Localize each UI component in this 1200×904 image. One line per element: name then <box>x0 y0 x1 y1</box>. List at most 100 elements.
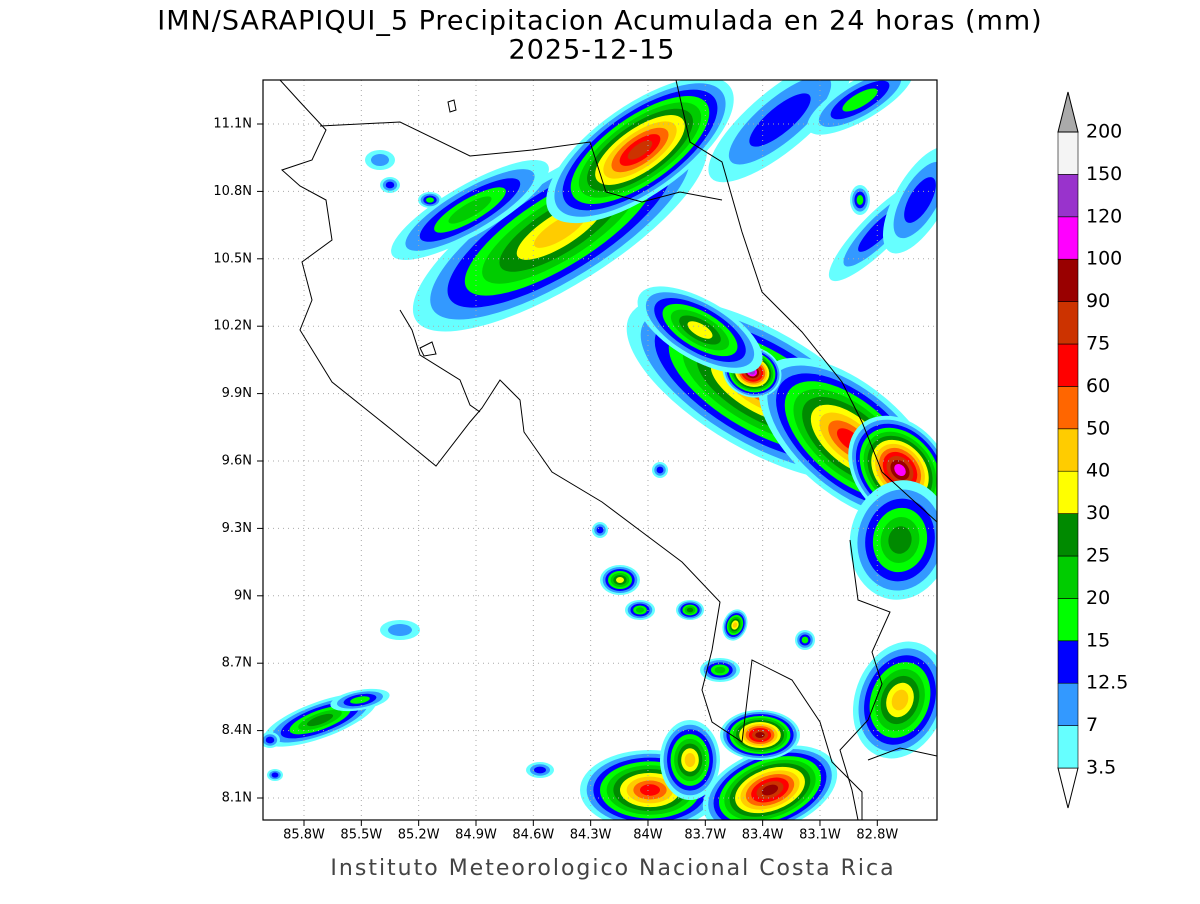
lon-tick-label: 85.2W <box>398 828 440 843</box>
colorbar-label: 150 <box>1086 163 1122 185</box>
date: 2025-12-15 <box>509 35 676 66</box>
lon-tick-label: 83.4W <box>742 828 784 843</box>
precip-contour <box>350 696 370 704</box>
precip-contour <box>616 577 624 583</box>
precip-contour <box>426 197 434 203</box>
precip-contour <box>687 321 713 339</box>
colorbar-box <box>1057 131 1079 175</box>
colorbar-box <box>1057 258 1079 302</box>
colorbar-label: 100 <box>1086 248 1122 270</box>
colorbar: 3.5 7 12.5 15 20 25 30 40 50 60 75 90 100 120 150 200 <box>1057 91 1128 809</box>
lat-tick-label: 9.9N <box>222 386 252 401</box>
lat-tick-label: 11.1N <box>213 117 252 132</box>
precip-contour <box>371 154 389 166</box>
colorbar-label: 3.5 <box>1086 757 1116 779</box>
precip-contour <box>627 140 653 160</box>
colorbar-label: 7 <box>1086 714 1098 736</box>
lat-tick-label: 8.7N <box>222 656 252 671</box>
precip-contour <box>714 666 726 674</box>
colorbar-label: 20 <box>1086 587 1110 609</box>
lon-tick-label: 83.1W <box>799 828 841 843</box>
precip-contour <box>801 636 809 644</box>
grid: 85.8W 85.5W 85.2W 84.9W 84.6W 84.3W 84W 83.7W 83… <box>213 80 937 843</box>
precip-contour <box>640 784 660 796</box>
title: IMN/SARAPIQUI_5 Precipitacion Acumulada … <box>157 6 1042 37</box>
colorbar-label: 120 <box>1086 205 1122 227</box>
precip-contour <box>749 93 811 147</box>
colorbar-label: 50 <box>1086 417 1110 439</box>
colorbar-label: 25 <box>1086 545 1110 567</box>
border-north <box>319 121 723 203</box>
lon-tick-label: 84.6W <box>512 828 554 843</box>
border-south <box>839 539 891 820</box>
lat-tick-label: 10.5N <box>213 251 252 266</box>
precip-contour <box>534 766 546 774</box>
precip-contour <box>732 622 738 628</box>
precip-contour <box>265 736 275 744</box>
precip-contour <box>388 624 412 636</box>
precip-contour <box>596 526 604 534</box>
colorbar-label: 30 <box>1086 502 1110 524</box>
lat-tick-label: 8.4N <box>222 723 252 738</box>
colorbar-label: 12.5 <box>1086 672 1128 694</box>
colorbar-label: 40 <box>1086 460 1110 482</box>
colorbar-label: 90 <box>1086 290 1110 312</box>
lon-tick-label: 85.8W <box>283 828 325 843</box>
island <box>419 341 437 357</box>
colorbar-box <box>1057 386 1079 430</box>
precip-contour <box>891 689 909 711</box>
precip-contour <box>656 466 664 474</box>
colorbar-label: 60 <box>1086 375 1110 397</box>
pacific-coast <box>279 80 863 820</box>
precip-contour <box>888 526 912 554</box>
colorbar-box <box>1057 216 1079 260</box>
precip-contour <box>856 195 864 205</box>
precip-contour <box>385 181 395 189</box>
lat-tick-label: 10.2N <box>213 319 252 334</box>
colorbar-box <box>1057 555 1079 599</box>
colorbar-over <box>1057 91 1079 133</box>
precip-contour <box>448 196 492 224</box>
colorbar-box <box>1057 428 1079 472</box>
precip-contour <box>755 732 765 738</box>
colorbar-under <box>1057 767 1079 809</box>
colorbar-box <box>1057 682 1079 726</box>
colorbar-box <box>1057 470 1079 514</box>
coastlines <box>279 80 937 820</box>
precip-contour <box>761 784 779 796</box>
precip-contour <box>271 772 279 778</box>
precip-contour <box>306 713 334 727</box>
colorbar-box <box>1057 174 1079 218</box>
lon-tick-label: 83.7W <box>684 828 726 843</box>
lat-tick-label: 9.6N <box>222 454 252 469</box>
precip-contour <box>686 607 694 613</box>
colorbar-box <box>1057 640 1079 684</box>
colorbar-box <box>1057 513 1079 557</box>
lon-tick-label: 82.8W <box>856 828 898 843</box>
nicoya-coast <box>399 309 481 413</box>
precip-contour <box>904 177 936 223</box>
caribbean-coast <box>675 80 937 523</box>
colorbar-box <box>1057 301 1079 345</box>
precip-contour <box>635 607 645 613</box>
colorbar-box <box>1057 343 1079 387</box>
lon-tick-label: 85.5W <box>340 828 382 843</box>
lon-tick-label: 84.9W <box>455 828 497 843</box>
precip-contour <box>842 88 878 112</box>
map-frame <box>262 79 938 821</box>
lat-tick-label: 9N <box>234 588 252 603</box>
lat-tick-label: 8.1N <box>222 791 252 806</box>
panama-coast <box>867 747 937 761</box>
lat-tick-label: 9.3N <box>222 521 252 536</box>
lat-tick-label: 10.8N <box>213 184 252 199</box>
footer: Instituto Meteorologico Nacional Costa R… <box>330 856 895 881</box>
colorbar-label: 200 <box>1086 121 1122 143</box>
colorbar-box <box>1057 725 1079 769</box>
lon-tick-label: 84W <box>633 828 663 843</box>
lon-tick-label: 84.3W <box>570 828 612 843</box>
colorbar-label: 75 <box>1086 333 1110 355</box>
colorbar-box <box>1057 598 1079 642</box>
colorbar-label: 15 <box>1086 629 1110 651</box>
precip-contour <box>894 463 906 477</box>
